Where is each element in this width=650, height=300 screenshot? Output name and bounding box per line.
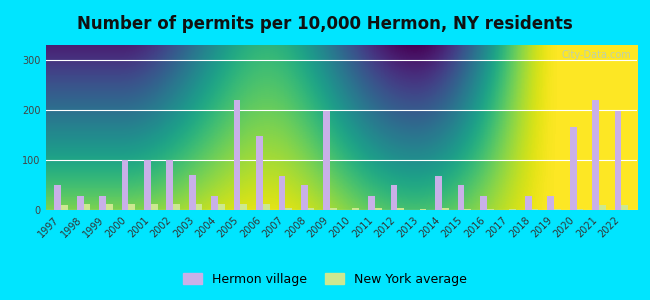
Bar bbox=[77, 196, 84, 210]
Bar bbox=[301, 185, 307, 210]
Bar bbox=[375, 208, 382, 210]
Bar bbox=[307, 208, 315, 210]
Bar bbox=[330, 208, 337, 210]
Bar bbox=[263, 204, 270, 210]
Bar bbox=[397, 208, 404, 210]
Bar bbox=[106, 204, 112, 210]
Text: Number of permits per 10,000 Hermon, NY residents: Number of permits per 10,000 Hermon, NY … bbox=[77, 15, 573, 33]
Bar bbox=[554, 208, 561, 210]
Bar bbox=[144, 160, 151, 210]
Bar bbox=[458, 185, 465, 210]
Bar bbox=[99, 196, 106, 210]
Bar bbox=[352, 208, 359, 210]
Bar bbox=[487, 208, 493, 210]
Bar bbox=[173, 204, 180, 210]
Bar bbox=[465, 208, 471, 210]
Bar bbox=[240, 203, 247, 210]
Bar bbox=[615, 112, 621, 210]
Bar bbox=[211, 196, 218, 210]
Bar bbox=[129, 204, 135, 210]
Bar bbox=[525, 196, 532, 210]
Bar bbox=[122, 160, 129, 210]
Bar bbox=[55, 185, 61, 210]
Bar bbox=[256, 136, 263, 210]
Bar bbox=[278, 176, 285, 210]
Bar bbox=[547, 196, 554, 210]
Bar bbox=[368, 196, 375, 210]
Bar bbox=[480, 196, 487, 210]
Bar bbox=[436, 176, 442, 210]
Bar bbox=[84, 204, 90, 210]
Bar bbox=[442, 208, 448, 210]
Bar bbox=[285, 208, 292, 210]
Bar bbox=[599, 205, 606, 210]
Bar bbox=[532, 208, 538, 210]
Bar bbox=[323, 112, 330, 210]
Bar bbox=[592, 100, 599, 210]
Bar bbox=[166, 160, 173, 210]
Bar bbox=[420, 208, 426, 210]
Bar bbox=[570, 128, 577, 210]
Bar bbox=[577, 208, 583, 210]
Bar bbox=[510, 208, 516, 210]
Legend: Hermon village, New York average: Hermon village, New York average bbox=[178, 268, 472, 291]
Text: City-Data.com: City-Data.com bbox=[562, 50, 631, 60]
Bar bbox=[218, 203, 225, 210]
Bar bbox=[234, 100, 240, 210]
Bar bbox=[621, 205, 628, 210]
Bar bbox=[61, 205, 68, 210]
Bar bbox=[391, 185, 397, 210]
Bar bbox=[196, 204, 202, 210]
Bar bbox=[151, 203, 157, 210]
Bar bbox=[189, 175, 196, 210]
